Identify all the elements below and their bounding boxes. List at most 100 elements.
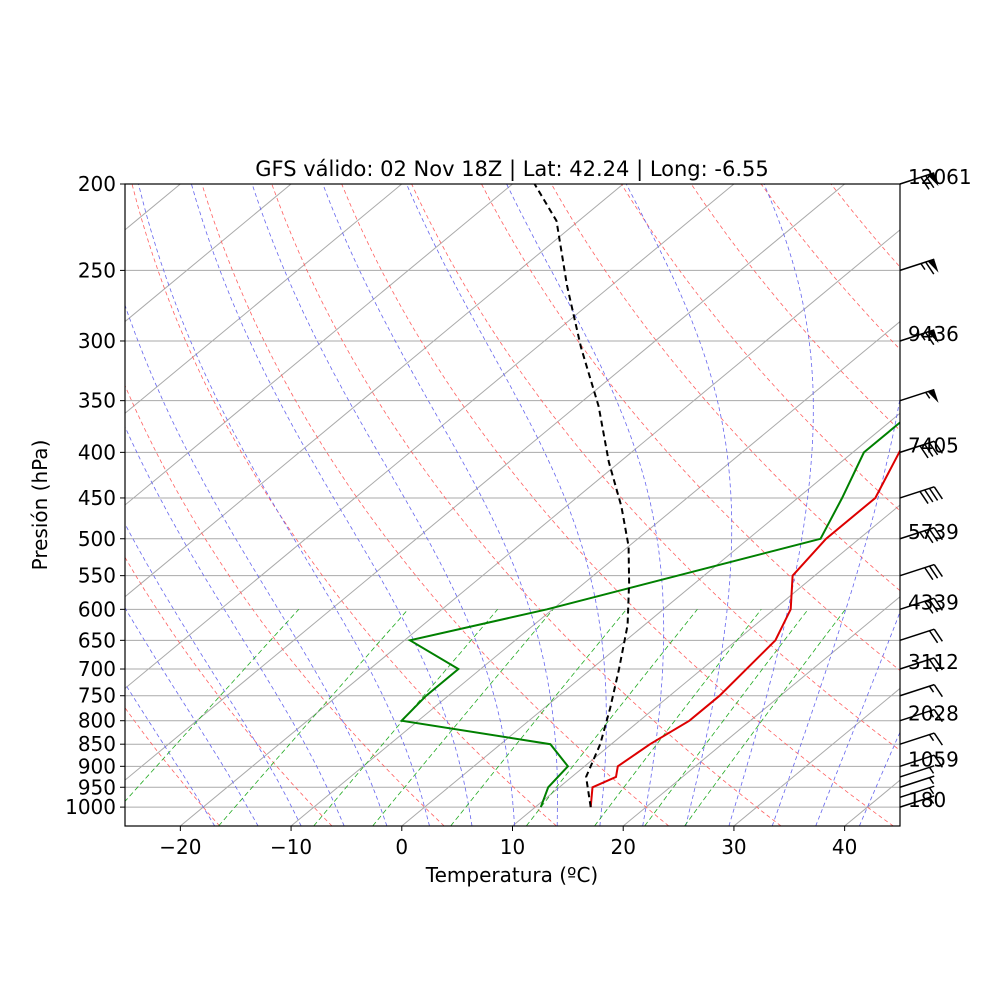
- wind-barb-half: [928, 766, 935, 774]
- moist-adiabat-line: [125, 425, 345, 826]
- mixing-ratio-line: [372, 609, 554, 826]
- wind-barb-full: [933, 527, 943, 541]
- moist-adiabat-line: [125, 607, 259, 826]
- isotherm-line: [955, 184, 1000, 826]
- mixing-ratio-line: [525, 609, 698, 826]
- wind-barb-full: [928, 442, 939, 456]
- wind-barb-shaft: [899, 526, 935, 540]
- wind-barb: [899, 775, 935, 788]
- temperature-series-line: [589, 448, 900, 808]
- moist-adiabat-line: [625, 184, 733, 826]
- wind-barb: [899, 708, 943, 723]
- isotherm-line: [125, 184, 513, 506]
- height-label: 5739: [908, 520, 959, 544]
- height-label: 3112: [908, 650, 959, 674]
- isotherm-line: [125, 184, 624, 598]
- dry-adiabat-line: [131, 184, 557, 826]
- isotherm-line: [622, 596, 900, 826]
- mixing-ratio-line: [450, 609, 627, 826]
- isotherm-line: [733, 687, 900, 826]
- profile-lines: [399, 184, 900, 808]
- wind-barb-full: [925, 332, 935, 346]
- y-tick-label: 700: [78, 657, 116, 681]
- moist-adiabat-line: [322, 184, 558, 826]
- mixing-ratio-line: [313, 609, 499, 826]
- wind-barb-shaft: [899, 628, 935, 642]
- wind-barb: [899, 683, 943, 698]
- x-tick-label: 40: [832, 835, 857, 859]
- wind-barb-flag: [927, 259, 939, 273]
- wind-barb: [899, 440, 943, 459]
- wind-barb: [899, 754, 943, 768]
- dry-adiabat-line: [690, 184, 900, 431]
- y-tick-label: 200: [78, 172, 116, 196]
- wind-barb-full: [933, 754, 943, 768]
- axis-ticks: −20 −10 0 10 20 30 40 200 250 300 350 400 450 500 550 6…: [65, 172, 857, 859]
- wind-barb-shaft: [899, 258, 935, 272]
- chart-title: GFS válido: 02 Nov 18Z | Lat: 42.24 | Lo…: [255, 157, 768, 182]
- y-tick-label: 1000: [65, 795, 116, 819]
- dry-adiabat-line: [125, 707, 220, 826]
- wind-barb: [899, 785, 935, 799]
- dry-adiabat-line: [271, 184, 782, 826]
- moist-adiabat-line: [815, 611, 900, 826]
- wind-barb-shaft: [899, 683, 935, 697]
- y-tick-label: 300: [78, 329, 116, 353]
- wind-barb-full: [924, 600, 934, 614]
- x-tick-label: −20: [159, 835, 201, 859]
- wind-barb-full: [924, 567, 934, 581]
- mixing-ratio-line: [684, 609, 846, 826]
- dry-adiabat-line: [971, 184, 1000, 826]
- y-tick-label: 900: [78, 754, 116, 778]
- wind-barb-half: [928, 685, 935, 693]
- wind-barb-full: [933, 657, 943, 671]
- x-tick-label: 10: [500, 835, 525, 859]
- dry-adiabat-line: [125, 384, 445, 826]
- wind-barb-shaft: [899, 440, 935, 454]
- wind-barb-full: [928, 659, 939, 672]
- wind-barb: [899, 597, 943, 614]
- mixing-ratio-line: [218, 609, 409, 826]
- background-grid: [125, 184, 1000, 826]
- x-axis-label: Temperatura (ºC): [425, 863, 598, 887]
- x-tick-label: −10: [270, 835, 312, 859]
- wind-barb-full: [928, 565, 939, 579]
- wind-barb-half: [928, 797, 935, 804]
- y-tick-label: 400: [78, 440, 116, 464]
- wind-barb-full: [928, 528, 939, 542]
- wind-barb-full: [924, 530, 934, 544]
- y-tick-label: 850: [78, 732, 116, 756]
- wind-barb-shaft: [899, 388, 935, 402]
- moist-adiabat-line: [406, 184, 607, 826]
- moist-adiabat-line: [506, 184, 665, 826]
- wind-barb-full: [919, 491, 929, 504]
- wind-barb: [899, 628, 943, 644]
- wind-barb-full: [919, 445, 929, 459]
- height-label: 12061: [908, 165, 972, 189]
- wind-barb-shaft: [899, 329, 935, 342]
- wind-barb-shaft: [899, 563, 935, 577]
- isotherm-line: [512, 504, 900, 826]
- dewpoint-series-line: [399, 421, 900, 808]
- plot-background: [125, 184, 900, 826]
- wind-barb-shaft: [899, 754, 935, 768]
- wind-barb: [899, 765, 935, 778]
- isotherm-line: [125, 184, 845, 781]
- wind-barb-full: [933, 732, 943, 746]
- wind-barb-full: [924, 489, 934, 503]
- isotherm-line: [401, 412, 900, 826]
- wind-barb-shaft: [899, 708, 935, 722]
- wind-barb-flag: [927, 329, 939, 344]
- wind-barb-half: [928, 710, 935, 718]
- x-tick-label: 30: [721, 835, 746, 859]
- dry-adiabat-line: [341, 184, 894, 826]
- wind-barb-shaft: [899, 785, 935, 799]
- y-tick-label: 600: [78, 597, 116, 621]
- wind-barb-full: [933, 684, 943, 698]
- wind-barb-full: [920, 176, 930, 190]
- wind-barbs: [899, 172, 943, 808]
- wind-barb-flag: [927, 389, 939, 403]
- parcel-profile-line: [533, 184, 631, 808]
- wind-barb-shaft: [899, 657, 935, 670]
